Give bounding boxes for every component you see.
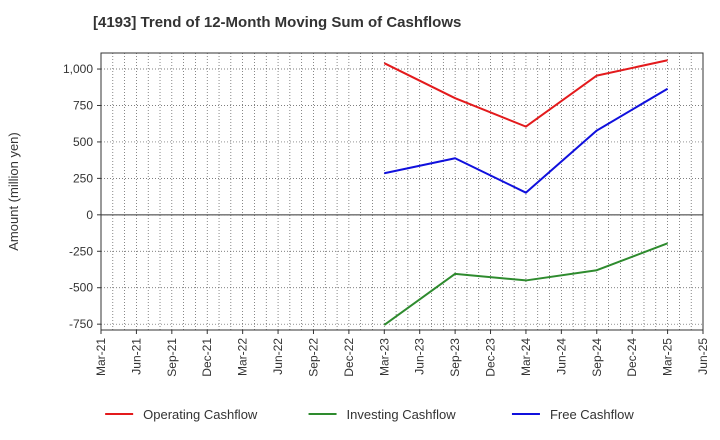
x-tick-label: Mar-23 [377, 338, 391, 376]
y-tick-label: 1,000 [63, 62, 93, 76]
y-tick-label: -750 [69, 317, 93, 331]
x-tick-label: Sep-23 [448, 338, 462, 377]
x-tick-label: Jun-22 [271, 338, 285, 375]
legend-label-operating-cashflow: Operating Cashflow [143, 407, 258, 422]
x-tick-label: Jun-23 [413, 338, 427, 375]
y-tick-label: 250 [73, 171, 93, 185]
x-tick-label: Dec-21 [200, 338, 214, 377]
y-tick-label: 500 [73, 135, 93, 149]
x-tick-label: Sep-24 [590, 338, 604, 377]
legend-label-investing-cashflow: Investing Cashflow [347, 407, 457, 422]
chart-title: [4193] Trend of 12-Month Moving Sum of C… [93, 14, 462, 31]
x-tick-label: Dec-22 [342, 338, 356, 377]
x-tick-label: Mar-25 [661, 338, 675, 376]
series-line-free-cashflow [384, 87, 669, 194]
x-tick-label: Jun-21 [129, 338, 143, 375]
x-tick-label: Jun-24 [554, 338, 568, 375]
x-tick-label: Dec-23 [484, 338, 498, 377]
series-line-operating-cashflow [383, 59, 668, 128]
y-axis-label: Amount (million yen) [6, 132, 21, 251]
legend-label-free-cashflow: Free Cashflow [550, 407, 634, 422]
series-line-investing-cashflow [383, 242, 668, 326]
x-tick-label: Mar-24 [519, 338, 533, 376]
x-tick-label: Jun-25 [696, 338, 710, 375]
x-tick-label: Dec-24 [625, 338, 639, 377]
y-tick-label: 750 [73, 98, 93, 112]
y-tick-label: -500 [69, 281, 93, 295]
x-tick-label: Mar-22 [236, 338, 250, 376]
y-tick-label: 0 [86, 208, 93, 222]
x-tick-label: Mar-21 [94, 338, 108, 376]
y-tick-label: -250 [69, 244, 93, 258]
x-tick-label: Sep-22 [306, 338, 320, 377]
x-tick-label: Sep-21 [165, 338, 179, 377]
plot-border [100, 52, 704, 331]
